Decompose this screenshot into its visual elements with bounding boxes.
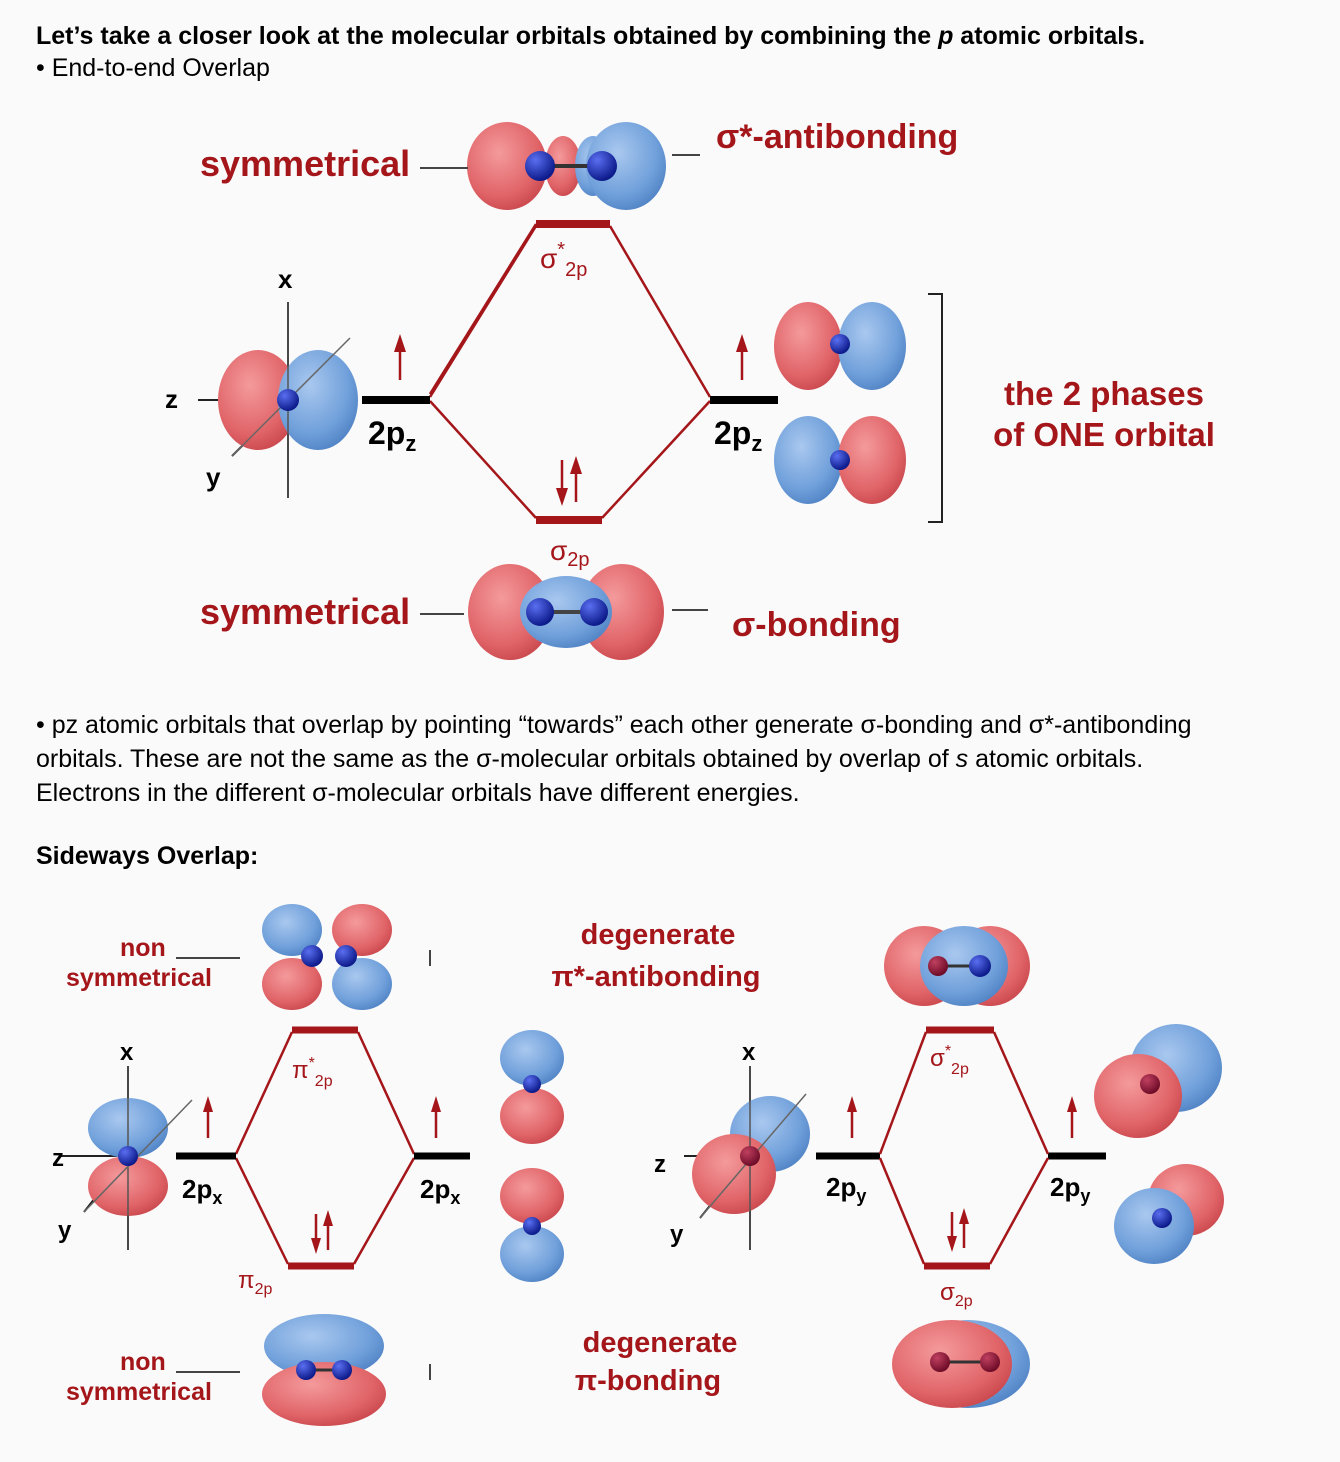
correlation-line — [608, 225, 712, 398]
paragraph-line-3: Electrons in the different σ-molecular o… — [36, 779, 800, 807]
label-phases-line2: of ONE orbital — [993, 416, 1215, 453]
pi-star-orbital-image — [262, 904, 392, 1010]
label-phases-line1: the 2 phases — [1004, 375, 1204, 412]
electron-arrow-up — [431, 1096, 441, 1138]
label-2pz-left: 2pz — [368, 415, 416, 456]
label-sigma-star-2p: σ*2p — [540, 239, 587, 281]
end-to-end-diagram: symmetrical σ*-antibonding σ*2p σ2p — [165, 118, 1215, 660]
pz-phase-2-orbital — [774, 416, 906, 504]
pz-atomic-orbital-with-axes — [198, 302, 358, 498]
label-symmetrical-top: symmetrical — [200, 143, 410, 184]
electron-pair-arrows — [947, 1208, 969, 1252]
electron-arrow-up — [1067, 1096, 1077, 1138]
paragraph-line-1: • pz atomic orbitals that overlap by poi… — [36, 711, 1192, 739]
label-2px-left: 2px — [182, 1174, 222, 1208]
label-sigma-2p: σ2p — [550, 535, 590, 571]
paragraph-line-2: orbitals. These are not the same as the … — [36, 745, 1144, 773]
correlation-line — [429, 400, 537, 519]
label-sigma-2p-side: σ2p — [940, 1279, 973, 1310]
sigma-star-orbital-image — [467, 122, 666, 210]
py-phase-2-orbital — [1114, 1164, 1224, 1264]
label-symmetrical-top-side: symmetrical — [66, 964, 212, 992]
pi-bonding-orbital-image — [262, 1314, 386, 1426]
electron-arrow-up — [847, 1096, 857, 1138]
py-phase-1-orbital — [1094, 1024, 1222, 1138]
label-sigma-star-antibonding: σ*-antibonding — [716, 118, 958, 156]
label-non-top: non — [120, 934, 166, 962]
correlation-line — [352, 1157, 416, 1265]
label-sigma-star-2p-side: σ*2p — [930, 1043, 969, 1078]
correlation-line — [992, 1031, 1050, 1155]
electron-arrow-up — [394, 334, 406, 380]
label-2py-right: 2py — [1050, 1172, 1090, 1206]
label-non-bottom: non — [120, 1348, 166, 1376]
label-degenerate-bonding-2: π-bonding — [575, 1365, 721, 1397]
sideways-diagram: non symmetrical non symmetrical π*2p π2p — [52, 904, 1224, 1426]
axis-label-z-right: z — [654, 1151, 666, 1178]
axis-label-z: z — [165, 384, 178, 414]
correlation-line — [601, 400, 711, 519]
px-phase-2-orbital — [500, 1168, 564, 1282]
label-pi-2p: π2p — [238, 1267, 272, 1298]
explanation-paragraph: • pz atomic orbitals that overlap by poi… — [36, 708, 1326, 810]
label-2pz-right: 2pz — [714, 415, 762, 456]
axis-label-x-right: x — [742, 1039, 756, 1066]
axis-label-x: x — [278, 264, 293, 294]
electron-pair-arrows — [311, 1210, 333, 1254]
label-2px-right: 2px — [420, 1174, 460, 1208]
label-degenerate-antibonding-1: degenerate — [581, 919, 736, 951]
axis-label-y-left: y — [58, 1217, 72, 1244]
label-symmetrical-bottom-side: symmetrical — [66, 1378, 212, 1406]
electron-arrow-up — [736, 334, 748, 380]
px-atomic-orbital-with-axes — [60, 1066, 193, 1250]
label-degenerate-antibonding-2: π*-antibonding — [551, 961, 760, 993]
axis-label-y-right: y — [670, 1221, 684, 1248]
electron-arrow-up — [203, 1096, 213, 1138]
correlation-line — [234, 1157, 290, 1265]
correlation-line — [356, 1031, 416, 1155]
sideways-overlap-title: Sideways Overlap: — [36, 842, 259, 870]
label-symmetrical-bottom: symmetrical — [200, 591, 410, 632]
correlation-line — [234, 1031, 294, 1155]
sigma-side-orbital-image — [892, 1320, 1030, 1408]
label-degenerate-bonding-1: degenerate — [583, 1327, 738, 1359]
correlation-line — [878, 1031, 928, 1155]
px-phase-1-orbital — [500, 1030, 564, 1144]
sigma-star-side-orbital-image — [884, 926, 1030, 1006]
label-sigma-bonding: σ-bonding — [732, 606, 901, 644]
phases-bracket — [928, 293, 943, 523]
electron-pair-arrows — [556, 456, 582, 506]
correlation-line — [988, 1157, 1050, 1265]
axis-label-z-left: z — [52, 1145, 64, 1172]
axis-label-x-left: x — [120, 1039, 134, 1066]
py-atomic-orbital-with-axes — [684, 1066, 810, 1250]
correlation-line — [428, 225, 538, 398]
label-2py-left: 2py — [826, 1172, 866, 1206]
page-heading: Let’s take a closer look at the molecula… — [36, 22, 1146, 50]
axis-label-y: y — [206, 462, 221, 492]
sigma-bonding-orbital-image — [468, 564, 664, 660]
correlation-line — [878, 1157, 926, 1265]
label-pi-star-2p: π*2p — [292, 1055, 333, 1090]
bullet-end-to-end: • End-to-end Overlap — [36, 54, 270, 82]
pz-phase-1-orbital — [774, 302, 906, 390]
